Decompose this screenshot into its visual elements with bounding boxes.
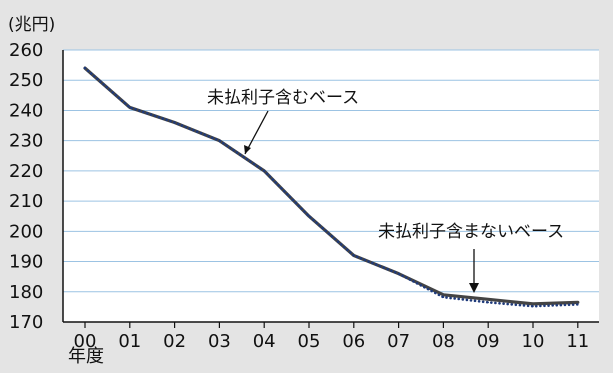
series-1-point-02 <box>173 121 176 124</box>
y-tick-label-200: 200 <box>9 221 43 242</box>
series-1-point-06 <box>353 254 355 257</box>
y-tick-label-190: 190 <box>9 252 43 273</box>
annotation-series-0: 未払利子含むベース <box>207 88 359 108</box>
series-0-point-11 <box>577 301 579 304</box>
series-line-1 <box>83 66 580 308</box>
x-tick-label-09: 09 <box>477 331 500 352</box>
y-tick-label-170: 170 <box>9 312 43 333</box>
unit-label: (兆円) <box>8 15 55 35</box>
series-1-point-05 <box>308 215 310 218</box>
series-1-point-03 <box>218 139 221 142</box>
series-1-point-04 <box>263 170 266 172</box>
annotations: 未払利子含むベース 未払利子含まないベース <box>207 88 564 293</box>
x-tick-label-05: 05 <box>298 331 321 352</box>
x-tick-label-01: 01 <box>118 331 141 352</box>
series-1-point-00 <box>84 67 86 69</box>
grid-lines <box>63 49 599 293</box>
y-tick-label-220: 220 <box>9 161 43 182</box>
y-tick-label-250: 250 <box>9 70 43 91</box>
y-tick-label-260: 260 <box>9 40 43 61</box>
x-tick-label-08: 08 <box>432 331 455 352</box>
series-layer <box>83 66 580 308</box>
y-tick-label-240: 240 <box>9 100 43 121</box>
series-1-point-07 <box>397 272 400 275</box>
annotation-arrowhead-0 <box>244 145 251 154</box>
series-0-point-10 <box>532 303 534 305</box>
series-0-point-09 <box>487 298 490 301</box>
x-axis-label: 年度 <box>68 346 104 367</box>
plot-area <box>63 50 599 322</box>
x-tick-label-02: 02 <box>163 331 186 352</box>
tick-labels: 170 180 190 200 210 220 230 240 250 260 00 01 02 03 04… <box>9 40 589 352</box>
series-1-point-11 <box>577 303 579 306</box>
series-1-point-08 <box>442 296 445 299</box>
annotation-arrow-0 <box>244 110 269 155</box>
x-tick-label-00: 00 <box>74 331 97 352</box>
x-tick-label-10: 10 <box>522 331 545 352</box>
x-tick-label-06: 06 <box>342 331 365 352</box>
y-tick-label-230: 230 <box>9 131 43 152</box>
x-tick-label-11: 11 <box>566 331 589 352</box>
series-1-point-01 <box>129 106 131 109</box>
axes <box>62 50 599 328</box>
y-tick-label-180: 180 <box>9 282 43 303</box>
annotation-arrowhead-1 <box>469 283 479 293</box>
series-1-point-10 <box>532 305 534 308</box>
annotation-series-1: 未払利子含まないベース <box>378 222 564 242</box>
x-tick-label-03: 03 <box>208 331 231 352</box>
series-1-point-09 <box>487 301 490 304</box>
y-tick-label-210: 210 <box>9 191 43 212</box>
series-0-point-08 <box>442 294 445 296</box>
x-tick-label-07: 07 <box>387 331 410 352</box>
x-tick-label-04: 04 <box>253 331 276 352</box>
